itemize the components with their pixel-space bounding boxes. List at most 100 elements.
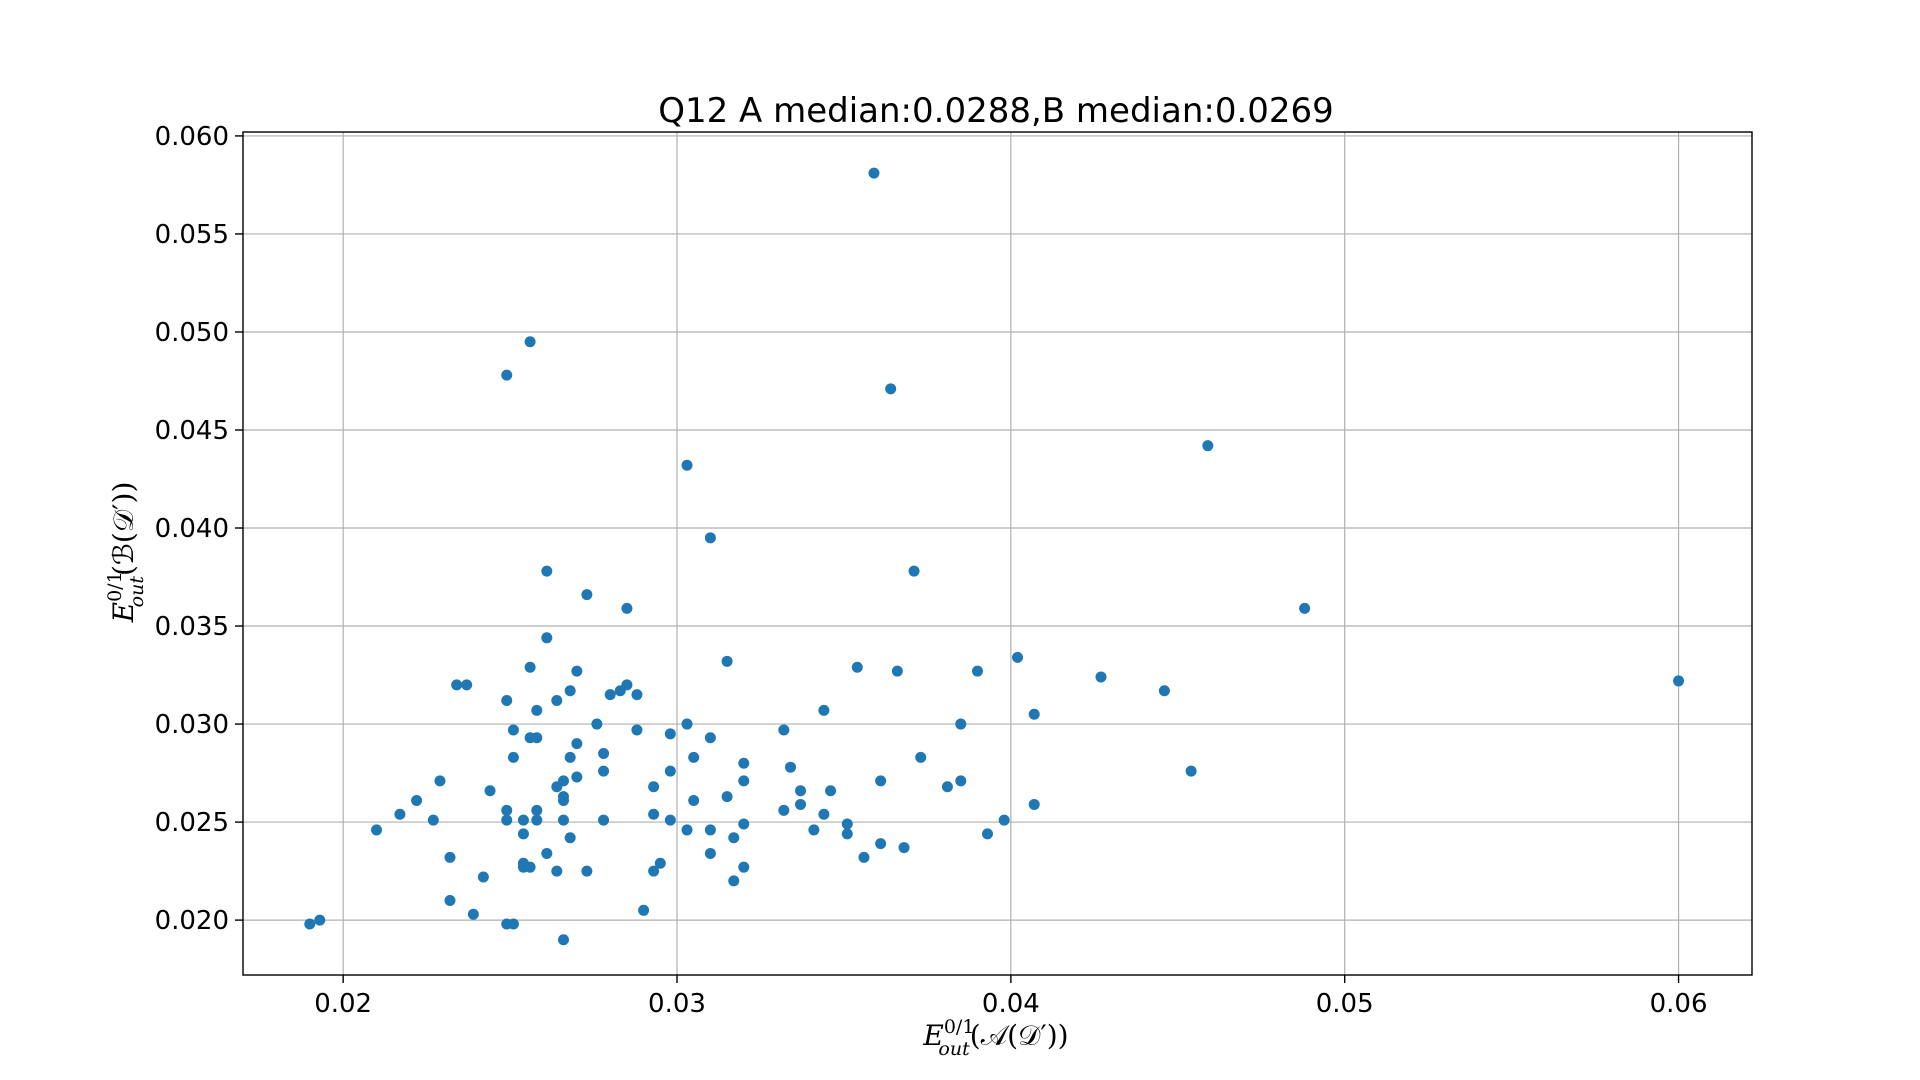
data-point	[738, 757, 750, 769]
y-tick-label: 0.035	[155, 612, 229, 642]
data-point	[1095, 671, 1107, 683]
data-point	[304, 918, 316, 930]
data-point	[638, 904, 650, 916]
data-point	[875, 838, 887, 850]
data-point	[738, 861, 750, 873]
data-points	[304, 167, 1685, 946]
data-point	[728, 832, 740, 844]
data-point	[955, 718, 967, 730]
data-point	[444, 851, 456, 863]
y-tick-label: 0.060	[155, 122, 229, 152]
data-point	[648, 808, 660, 820]
data-point	[998, 814, 1010, 826]
data-point	[785, 761, 797, 773]
data-point	[778, 724, 790, 736]
data-point	[531, 804, 543, 816]
y-axis-label-sub: out	[126, 576, 148, 608]
data-point	[621, 602, 633, 614]
data-point	[818, 704, 830, 716]
y-tick-label: 0.030	[155, 710, 229, 740]
data-point	[564, 685, 576, 697]
data-point	[941, 781, 953, 793]
data-point	[581, 589, 593, 601]
data-point	[411, 795, 423, 807]
data-point	[858, 851, 870, 863]
data-point	[314, 914, 326, 926]
data-point	[571, 771, 583, 783]
data-point	[394, 808, 406, 820]
data-point	[1202, 440, 1214, 452]
data-point	[604, 689, 616, 701]
data-point	[648, 781, 660, 793]
data-point	[1028, 708, 1040, 720]
data-point	[955, 775, 967, 787]
y-tick-label: 0.045	[155, 416, 229, 446]
data-point	[908, 565, 920, 577]
data-point	[461, 679, 473, 691]
data-point	[1299, 602, 1311, 614]
data-point	[557, 814, 569, 826]
data-point	[1028, 798, 1040, 810]
data-point	[688, 751, 700, 763]
data-point	[531, 704, 543, 716]
data-point	[851, 661, 863, 673]
data-point	[501, 804, 513, 816]
data-point	[541, 632, 553, 644]
data-point	[738, 775, 750, 787]
x-tick-label: 0.05	[1316, 989, 1374, 1019]
data-point	[598, 747, 610, 759]
data-point	[825, 785, 837, 797]
x-axis-label-sub: out	[938, 1038, 970, 1060]
data-point	[524, 661, 536, 673]
y-tick-label: 0.050	[155, 318, 229, 348]
data-point	[868, 167, 880, 179]
data-point	[648, 865, 660, 877]
y-tick-label: 0.020	[155, 906, 229, 936]
data-point	[557, 934, 569, 946]
x-tick-label: 0.06	[1650, 989, 1708, 1019]
data-point	[664, 728, 676, 740]
data-point	[598, 765, 610, 777]
data-point	[915, 751, 927, 763]
x-axis-label: E0/1 out(𝒜(𝒟′))	[922, 1016, 1068, 1060]
data-point	[704, 847, 716, 859]
data-point	[898, 842, 910, 854]
y-tick-label: 0.040	[155, 514, 229, 544]
data-point	[467, 908, 479, 920]
x-tick-label: 0.02	[314, 989, 372, 1019]
data-point	[818, 808, 830, 820]
data-point	[885, 383, 897, 395]
chart-title: Q12 A median:0.0288,B median:0.0269	[658, 91, 1334, 131]
x-axis-ticks: 0.02 0.03 0.04 0.05 0.06	[314, 975, 1707, 1019]
y-axis-label-sup: 0/1	[104, 571, 126, 602]
data-point	[681, 459, 693, 471]
data-point	[564, 832, 576, 844]
data-point	[507, 751, 519, 763]
data-point	[541, 565, 553, 577]
data-point	[541, 847, 553, 859]
data-point	[1185, 765, 1197, 777]
data-point	[654, 857, 666, 869]
data-point	[795, 785, 807, 797]
y-axis-label-base: E	[107, 602, 140, 623]
y-axis-label: E0/1out(ℬ(𝒟′))	[104, 482, 148, 624]
data-point	[631, 724, 643, 736]
data-point	[581, 865, 593, 877]
y-tick-label: 0.025	[155, 808, 229, 838]
data-point	[688, 795, 700, 807]
data-point	[738, 818, 750, 830]
data-point	[841, 818, 853, 830]
data-point	[564, 751, 576, 763]
data-point	[571, 665, 583, 677]
data-point	[598, 814, 610, 826]
x-tick-label: 0.03	[648, 989, 706, 1019]
data-point	[971, 665, 983, 677]
data-point	[631, 689, 643, 701]
y-axis-label-rest: (ℬ(𝒟′))	[107, 482, 140, 576]
data-point	[371, 824, 383, 836]
grid-lines	[243, 132, 1752, 975]
data-point	[571, 738, 583, 750]
data-point	[721, 655, 733, 667]
plot-frame	[242, 131, 1753, 976]
data-point	[808, 824, 820, 836]
